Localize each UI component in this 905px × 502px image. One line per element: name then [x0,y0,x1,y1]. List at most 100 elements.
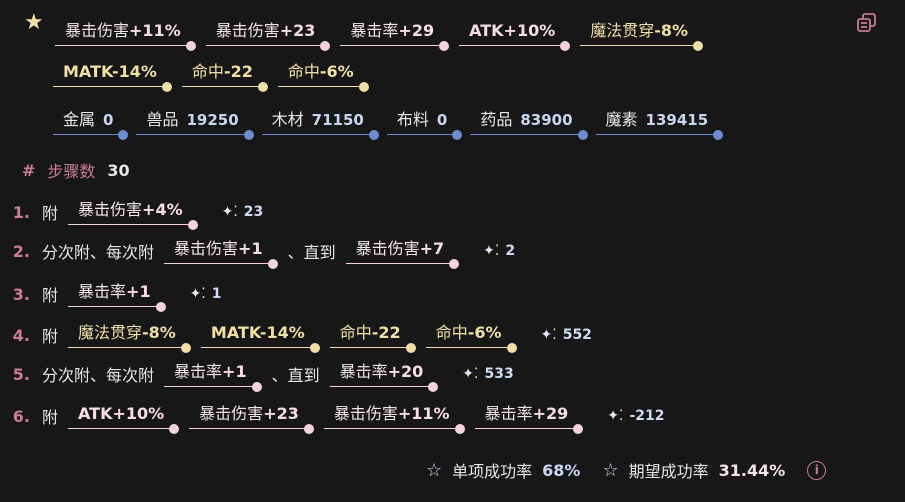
step-number: 2. [12,241,30,261]
star-icon[interactable]: ★ [24,10,44,35]
chip-handle[interactable] [309,343,320,353]
sparkle-cost: ✦⁚ -212 [607,408,664,424]
chip-handle[interactable] [320,41,331,51]
chip-handle[interactable] [267,259,278,269]
chip-value: -22 [371,323,401,342]
stat-chip[interactable]: MATK-14% [53,61,172,92]
chip-value: +29 [532,404,569,423]
chip-handle[interactable] [405,343,416,353]
sparkle-icon: ✦⁚ [607,408,624,424]
stat-chip[interactable]: 魔素 139415 [595,109,724,140]
stat-chip[interactable]: 命中-22 [181,61,268,92]
hash-icon: # [22,160,36,180]
chip-handle[interactable] [428,382,439,392]
chip-handle[interactable] [560,41,571,51]
chip-handle[interactable] [257,82,268,92]
stat-chip[interactable]: 命中-6% [425,322,517,353]
chip-handle[interactable] [573,424,584,434]
chip-value: 83900 [520,111,573,129]
stat-chip[interactable]: ATK+10% [68,403,180,434]
chip-handle[interactable] [243,130,254,140]
chip-handle[interactable] [368,130,379,140]
step-number: 6. [12,406,30,426]
materials-row: 金属 0 兽品 19250 木材 71150 布料 0 药品 83900 魔素 139415 [53,109,731,140]
stat-chip[interactable]: 暴击伤害+23 [189,403,314,434]
sparkle-cost: ✦⁚ 2 [483,243,515,259]
chip-handle[interactable] [180,343,191,353]
steps-count: 30 [107,160,130,180]
chip-handle[interactable] [118,130,129,140]
step-row: 1. 附暴击伤害+4% ✦⁚ 23 [0,199,263,230]
chip-label: 魔法贯穿 [78,323,143,342]
chip-handle[interactable] [452,130,463,140]
single-success-label: 单项成功率 [452,462,533,481]
star-outline-icon: ☆ [426,459,443,481]
steps-label: 步骤数 [47,162,96,181]
stat-chip[interactable]: 兽品 19250 [136,109,254,140]
chip-handle[interactable] [713,130,724,140]
chip-handle[interactable] [577,130,588,140]
chip-value: +23 [279,21,316,40]
chip-label: 木材 [271,110,304,129]
stat-chip[interactable]: 暴击伤害+23 [205,20,331,51]
chip-label: 药品 [480,110,513,129]
chip-value: +7 [419,239,445,258]
chip-handle[interactable] [358,82,369,92]
chip-handle[interactable] [303,424,314,434]
stat-chip[interactable]: 暴击伤害+7 [345,238,460,269]
stat-chip[interactable]: 暴击率+29 [474,403,584,434]
chip-handle[interactable] [251,382,262,392]
stat-chip[interactable]: 魔法贯穿-8% [68,322,191,353]
chip-label: 暴击率 [350,21,399,40]
step-row: 5. 分次附、每次附 暴击率+1 、直到 暴击率+20 ✦⁚ 533 [0,361,514,392]
chip-handle[interactable] [439,41,450,51]
stat-chip[interactable]: 暴击伤害+4% [68,199,198,230]
chip-label: 暴击率 [174,362,223,381]
chip-value: +20 [387,362,424,381]
chip-value: ATK+10% [78,404,165,423]
chip-handle[interactable] [161,82,172,92]
chip-label: 暴击率 [339,362,388,381]
chip-value: +23 [263,404,299,423]
chip-handle[interactable] [449,259,460,269]
step-action: 附 [42,286,59,305]
sparkle-cost: ✦⁚ 1 [190,286,222,302]
stat-chip[interactable]: 暴击率+20 [329,361,439,392]
chip-handle[interactable] [155,302,166,312]
stat-chip[interactable]: 布料 0 [386,109,463,140]
stat-chip[interactable]: 暴击伤害+11% [323,403,465,434]
chip-handle[interactable] [693,41,704,51]
stat-chip[interactable]: 暴击伤害+1 [164,238,278,269]
chip-label: 魔素 [605,110,638,129]
stat-chip[interactable]: 暴击率+1 [164,361,262,392]
stat-chip[interactable]: 暴击伤害+11% [55,20,196,51]
sparkle-icon: ✦⁚ [221,204,238,220]
stat-chip[interactable]: ATK+10% [459,20,571,51]
stat-chip[interactable]: 暴击率+29 [340,20,450,51]
stat-chip[interactable]: 命中-6% [277,61,369,92]
chip-handle[interactable] [187,220,198,230]
chip-label: 暴击伤害 [199,404,264,423]
chip-handle[interactable] [169,424,180,434]
stat-chip[interactable]: 暴击率+1 [68,281,166,312]
chip-value: -6% [319,62,354,81]
expected-success-label: 期望成功率 [628,462,709,481]
chip-value: -6% [467,323,502,342]
chip-handle[interactable] [506,343,517,353]
chip-handle[interactable] [185,41,196,51]
step-action: 附 [42,408,59,427]
chip-handle[interactable] [454,424,465,434]
footer: ☆ 单项成功率 68% ☆ 期望成功率 31.44% i [426,458,827,482]
copy-icon[interactable] [856,12,878,38]
stat-chip[interactable]: 命中-22 [329,322,416,353]
chip-value: -22 [223,62,253,81]
step-action: 附 [42,204,59,223]
sparkle-icon: ✦⁚ [540,327,557,343]
stat-chip[interactable]: 药品 83900 [470,109,588,140]
stat-chip[interactable]: 木材 71150 [261,109,379,140]
stat-chip[interactable]: MATK-14% [200,322,320,353]
step-number: 4. [12,325,30,345]
info-icon[interactable]: i [807,460,827,480]
stat-chip[interactable]: 魔法贯穿-8% [580,20,704,51]
stat-chip[interactable]: 金属 0 [53,109,129,140]
